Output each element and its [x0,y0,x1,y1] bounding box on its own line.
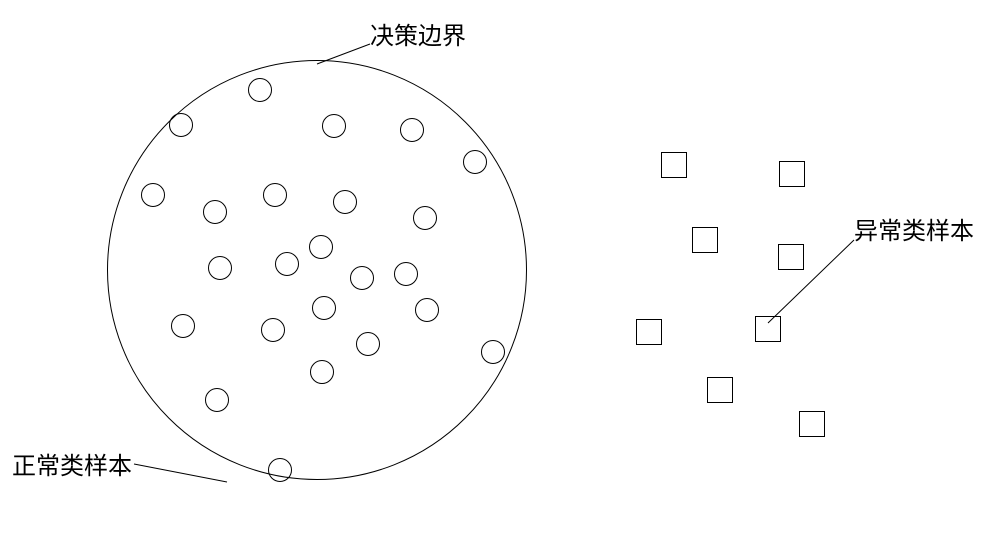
diagram-canvas: 决策边界 正常类样本 异常类样本 [0,0,1000,541]
anomaly-sample-label: 异常类样本 [854,211,974,246]
normal-sample-marker [312,296,336,320]
normal-sample-marker [309,235,333,259]
normal-sample-marker [322,114,346,138]
normal-sample-marker [463,150,487,174]
anomaly-sample-marker [778,244,804,270]
normal-sample-marker [481,340,505,364]
normal-sample-marker [203,200,227,224]
normal-sample-marker [415,298,439,322]
normal-sample-marker [333,190,357,214]
normal-sample-marker [356,332,380,356]
normal-sample-marker [400,118,424,142]
anomaly-sample-marker [755,316,781,342]
normal-sample-label: 正常类样本 [12,446,132,481]
normal-sample-marker [248,78,272,102]
normal-sample-marker [208,256,232,280]
normal-sample-marker [205,388,229,412]
normal-sample-marker [169,113,193,137]
normal-sample-marker [171,314,195,338]
anomaly-sample-marker [707,377,733,403]
normal-sample-marker [261,318,285,342]
normal-sample-marker [268,458,292,482]
normal-sample-marker [275,252,299,276]
anomaly-sample-marker [636,319,662,345]
normal-sample-marker [263,183,287,207]
anomaly-sample-marker [799,411,825,437]
normal-sample-marker [394,262,418,286]
normal-sample-marker [310,360,334,384]
anomaly-sample-marker [779,161,805,187]
normal-sample-marker [413,206,437,230]
anomaly-sample-marker [661,152,687,178]
anomaly-sample-marker [692,227,718,253]
decision-boundary-label: 决策边界 [370,16,466,51]
normal-sample-marker [350,266,374,290]
normal-sample-marker [141,183,165,207]
